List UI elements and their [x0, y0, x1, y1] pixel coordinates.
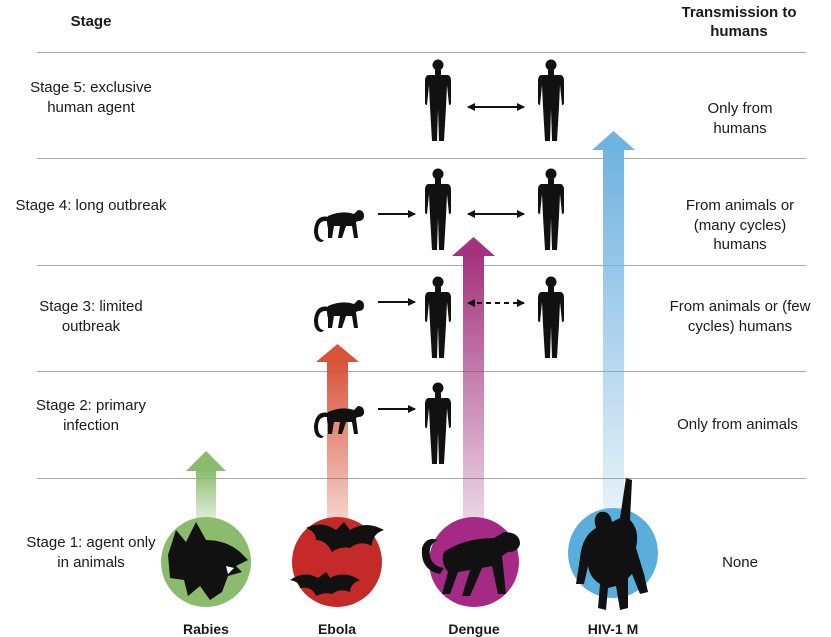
monkey-figure	[314, 406, 364, 438]
stage-3-label: Stage 3: limited outbreak	[39, 298, 143, 335]
rabies-label: Rabies	[183, 621, 229, 637]
stage-3-transmission: From animals or (few cycles) humans	[669, 298, 811, 335]
monkey-figure	[314, 300, 364, 332]
human-figure	[425, 59, 451, 141]
human-figure	[425, 168, 451, 250]
stage4-transmission	[314, 168, 564, 250]
ebola-progression-arrow	[316, 344, 359, 521]
stage-1-transmission: None	[722, 554, 758, 571]
stage5-transmission	[425, 59, 564, 141]
ebola-label: Ebola	[317, 621, 357, 637]
stage-1-label: Stage 1: agent only in animals	[26, 534, 156, 571]
monkey-figure	[314, 210, 364, 242]
rabies-wolf-icon	[161, 517, 251, 607]
human-figure	[425, 382, 451, 464]
stage-column-header: Stage	[70, 13, 112, 30]
stage-2-label: Stage 2: primary infection	[35, 397, 147, 434]
stage-2-transmission: Only from animals	[677, 416, 798, 433]
human-figure	[538, 168, 564, 250]
stage-4-transmission: From animals or (many cycles) humans	[685, 197, 795, 253]
human-figure	[425, 276, 451, 358]
hiv-progression-arrow	[592, 131, 635, 521]
stage-5-label: Stage 5: exclusive human agent	[30, 79, 152, 116]
rabies-progression-arrow	[186, 451, 226, 520]
divider-line	[37, 265, 806, 266]
dengue-progression-arrow	[452, 237, 495, 521]
human-figure	[538, 59, 564, 141]
transmission-column-header: Transmission to humans	[681, 4, 797, 40]
stage3-transmission	[314, 276, 564, 358]
divider-line	[37, 371, 806, 372]
ebola-bat-icon	[290, 517, 384, 607]
hiv-label: HIV-1 M	[587, 621, 639, 637]
stage2-transmission	[314, 382, 451, 464]
human-figure	[538, 276, 564, 358]
dengue-label: Dengue	[448, 621, 500, 637]
dengue-monkey-icon	[421, 517, 520, 607]
stage-4-label: Stage 4: long outbreak	[15, 197, 167, 214]
hiv-chimpanzee-icon	[568, 478, 658, 610]
divider-line	[37, 52, 806, 53]
divider-line	[37, 158, 806, 159]
stage-5-transmission: Only from humans	[707, 100, 773, 137]
divider-line	[37, 478, 806, 479]
